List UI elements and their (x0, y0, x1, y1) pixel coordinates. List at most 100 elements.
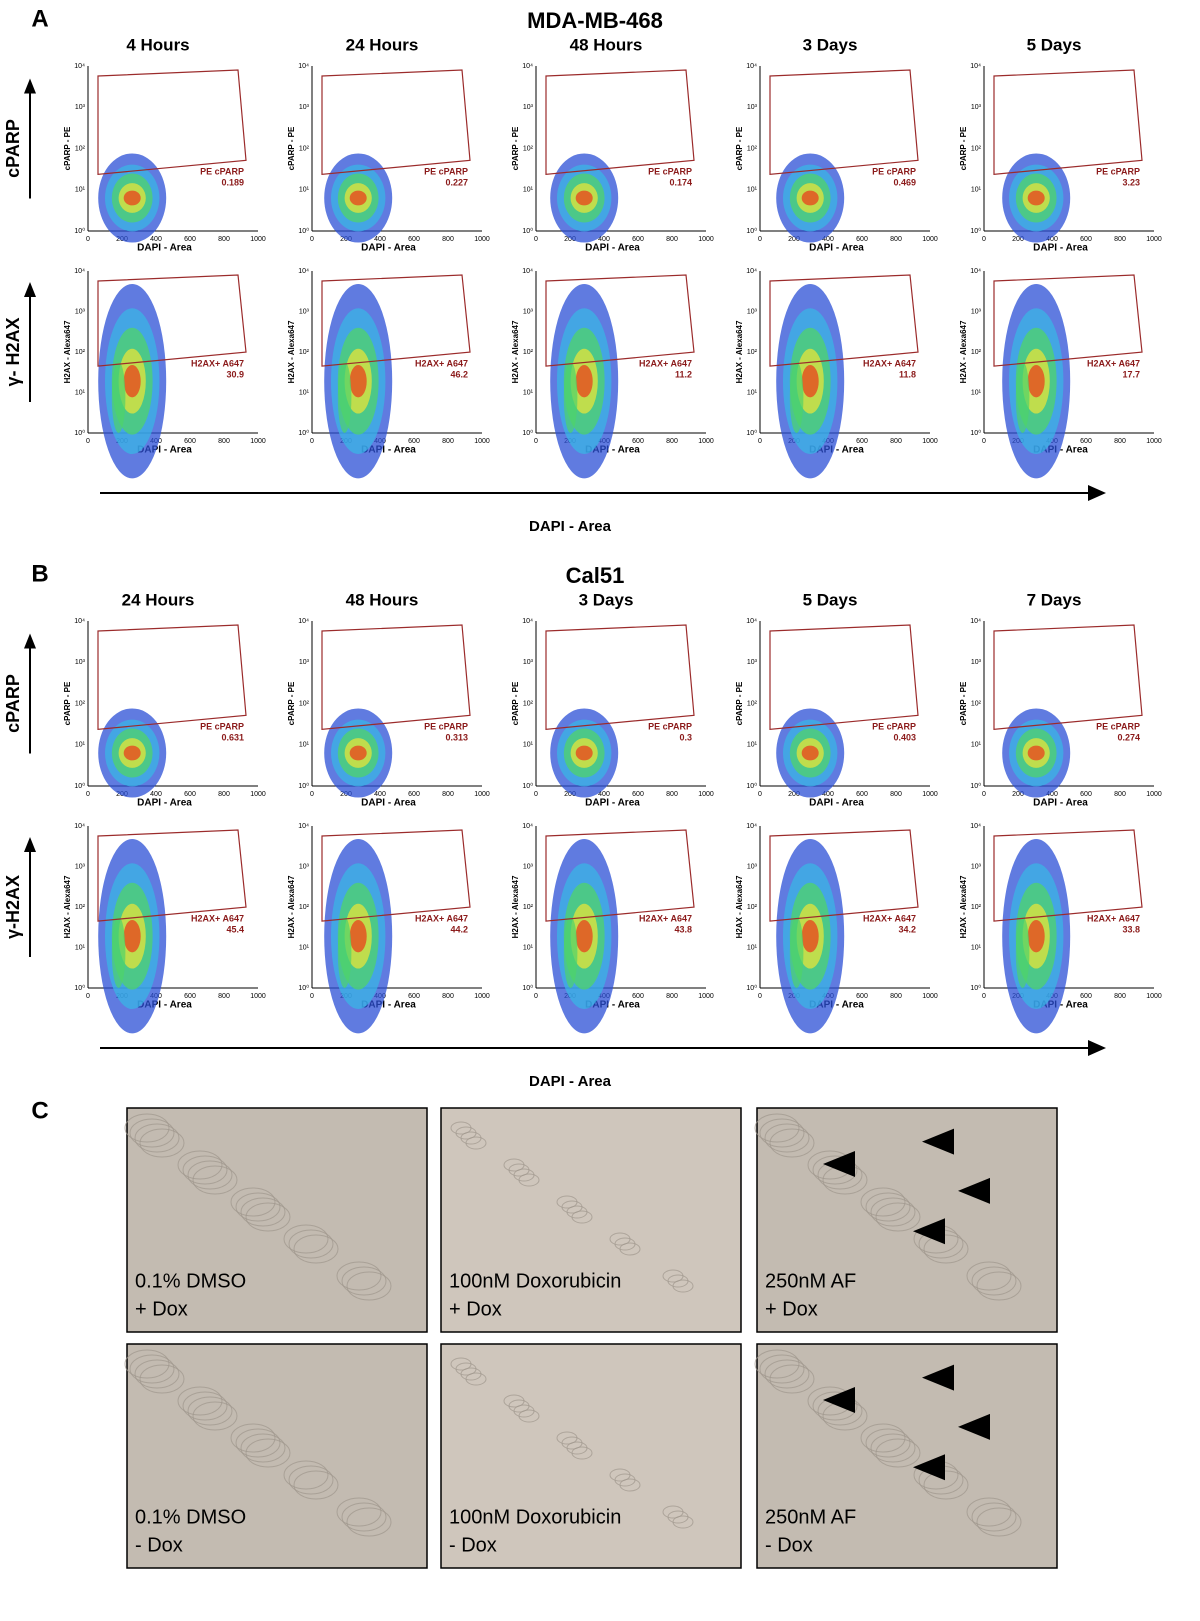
y-tick-label: 10² (299, 349, 310, 356)
y-tick-label: 10³ (523, 863, 534, 870)
x-tick-label: 800 (442, 993, 454, 1000)
y-tick-label: 10⁴ (298, 268, 309, 275)
density (123, 919, 141, 953)
y-axis-title: cPARP - PE (511, 681, 520, 725)
arrowhead-marker (913, 1454, 945, 1481)
x-tick-label: 800 (890, 791, 902, 798)
y-tick-label: 10³ (75, 863, 86, 870)
gate (321, 624, 471, 730)
y-axis-title: cPARP - PE (287, 126, 296, 170)
cell (759, 1354, 805, 1384)
row-arrowhead (24, 78, 36, 94)
x-tick-label: 200 (788, 236, 800, 243)
y-tick-label: 10¹ (747, 389, 758, 396)
y-tick-label: 10⁰ (970, 782, 981, 790)
image-label: 0.1% DMSO (135, 1270, 246, 1292)
density (123, 745, 141, 761)
x-tick-label: 400 (822, 791, 834, 798)
gate-name: PE cPARP (1096, 722, 1140, 732)
y-tick-label: 10¹ (971, 742, 982, 749)
x-tick-label: 1000 (250, 791, 266, 798)
cell (518, 1409, 540, 1423)
y-tick-label: 10⁴ (74, 63, 85, 70)
x-tick-label: 0 (534, 438, 538, 445)
density (789, 361, 804, 433)
gate (321, 69, 471, 175)
arrowhead-marker (922, 1128, 954, 1155)
cell (764, 1123, 810, 1153)
gate-value: 0.3 (679, 733, 692, 743)
x-tick-label: 600 (856, 438, 868, 445)
y-tick-label: 10⁴ (970, 618, 981, 625)
x-axis-title: DAPI - Area (137, 445, 192, 456)
y-tick-label: 10⁴ (746, 63, 757, 70)
cell (619, 1242, 641, 1256)
y-tick-label: 10⁰ (746, 227, 757, 235)
row-label: γ-H2AX (3, 875, 23, 939)
x-axis-title: DAPI - Area (585, 798, 640, 809)
cell (177, 1386, 223, 1416)
density (1027, 745, 1045, 761)
x-tick-label: 800 (218, 438, 230, 445)
density (563, 916, 578, 988)
panel-letter: C (31, 1097, 48, 1124)
y-tick-label: 10¹ (747, 742, 758, 749)
gate-value: 3.23 (1122, 178, 1140, 188)
x-tick-label: 600 (632, 993, 644, 1000)
cell (870, 1197, 916, 1227)
x-axis-title: DAPI - Area (809, 445, 864, 456)
x-tick-label: 800 (1114, 993, 1126, 1000)
x-axis-title: DAPI - Area (809, 1000, 864, 1011)
column-title: 7 Days (1027, 590, 1082, 609)
cell (865, 1428, 911, 1458)
x-tick-label: 800 (1114, 791, 1126, 798)
gate-name: H2AX+ A647 (1087, 913, 1140, 923)
y-tick-label: 10¹ (523, 389, 534, 396)
x-tick-label: 200 (564, 791, 576, 798)
cell (235, 1428, 281, 1458)
y-tick-label: 10⁴ (970, 823, 981, 830)
cell (187, 1396, 233, 1426)
gate-value: 46.2 (450, 369, 468, 379)
x-tick-label: 0 (758, 236, 762, 243)
cell (124, 1113, 170, 1143)
x-tick-label: 1000 (1146, 993, 1162, 1000)
x-tick-label: 200 (564, 236, 576, 243)
x-tick-label: 400 (822, 236, 834, 243)
x-tick-label: 800 (890, 993, 902, 1000)
gate (993, 829, 1143, 922)
y-tick-label: 10³ (299, 863, 310, 870)
y-tick-label: 10¹ (523, 742, 534, 749)
cell (240, 1197, 286, 1227)
x-axis-title: DAPI - Area (585, 1000, 640, 1011)
y-axis-title: cPARP - PE (511, 126, 520, 170)
x-axis-title: DAPI - Area (585, 445, 640, 456)
cell (875, 1438, 921, 1468)
row-label: γ- H2AX (3, 317, 23, 386)
y-tick-label: 10⁰ (522, 227, 533, 235)
x-tick-label: 1000 (698, 438, 714, 445)
gate (97, 829, 247, 922)
cell (283, 1460, 329, 1490)
x-axis-title: DAPI - Area (361, 798, 416, 809)
x-tick-label: 1000 (1146, 438, 1162, 445)
y-tick-label: 10³ (75, 308, 86, 315)
y-axis-title: H2AX - Alexa647 (287, 320, 296, 383)
density (563, 361, 578, 433)
y-tick-label: 10¹ (747, 187, 758, 194)
row-arrowhead (24, 633, 36, 649)
y-tick-label: 10⁰ (970, 227, 981, 235)
image-label: 250nM AF (765, 1506, 856, 1528)
image-label: - Dox (135, 1534, 183, 1556)
y-tick-label: 10¹ (75, 187, 86, 194)
gate-value: 0.469 (893, 178, 916, 188)
y-axis-title: H2AX - Alexa647 (735, 320, 744, 383)
y-tick-label: 10³ (523, 308, 534, 315)
x-tick-label: 0 (758, 993, 762, 1000)
x-tick-label: 0 (982, 791, 986, 798)
x-tick-label: 200 (1012, 236, 1024, 243)
y-axis-title: cPARP - PE (735, 126, 744, 170)
y-tick-label: 10⁴ (746, 823, 757, 830)
x-axis-title: DAPI - Area (137, 1000, 192, 1011)
x-axis-title: DAPI - Area (1033, 243, 1088, 254)
